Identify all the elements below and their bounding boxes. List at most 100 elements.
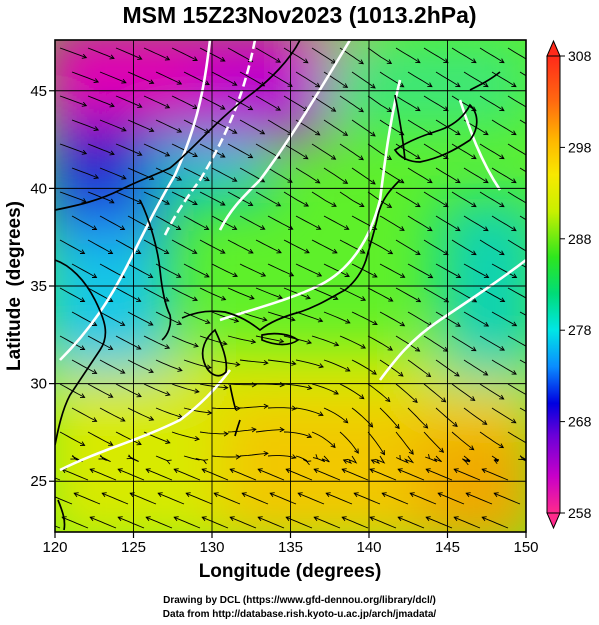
streamline xyxy=(239,405,268,409)
streamline-arrowhead xyxy=(399,82,405,88)
streamline xyxy=(311,431,336,448)
streamline-arrowhead xyxy=(415,106,421,112)
streamline-arrowhead xyxy=(471,297,478,303)
streamline xyxy=(507,287,526,299)
streamline-arrowhead xyxy=(92,273,98,278)
streamline-arrowhead xyxy=(344,225,350,230)
streamline-arrowhead xyxy=(415,202,421,208)
streamline xyxy=(398,516,425,529)
streamline-arrowhead xyxy=(121,174,127,180)
streamline-arrowhead xyxy=(398,371,404,377)
streamline xyxy=(367,95,392,112)
streamline-arrowhead xyxy=(330,106,337,112)
streamline-arrowhead xyxy=(108,393,114,398)
streamline-arrowhead xyxy=(192,104,198,109)
streamline xyxy=(463,167,489,183)
streamline-arrowhead xyxy=(518,455,524,460)
streamline xyxy=(71,407,97,422)
streamline xyxy=(130,492,157,505)
streamline-arrowhead xyxy=(471,202,477,208)
streamline-arrowhead xyxy=(540,274,545,278)
streamline-arrowhead xyxy=(120,321,126,326)
streamline xyxy=(395,191,421,207)
streamline-arrowhead xyxy=(192,200,198,206)
streamline xyxy=(451,383,475,401)
streamline-arrowhead xyxy=(80,441,86,446)
streamline xyxy=(171,47,198,61)
streamline xyxy=(367,335,393,351)
streamline xyxy=(59,239,85,254)
streamline xyxy=(211,455,241,458)
streamline xyxy=(143,143,170,157)
streamline xyxy=(158,492,185,505)
streamline xyxy=(115,239,141,254)
streamline-arrowhead xyxy=(220,200,226,206)
streamline xyxy=(519,263,526,268)
x-axis-label: Longitude (degrees) xyxy=(199,561,382,582)
streamline-arrowhead xyxy=(438,447,445,453)
streamline-arrowhead xyxy=(263,450,269,457)
streamline-arrowhead xyxy=(98,454,104,460)
streamline xyxy=(127,263,153,278)
streamline xyxy=(214,492,241,505)
streamline xyxy=(491,407,517,424)
streamline xyxy=(395,335,420,352)
streamline-arrowhead xyxy=(202,459,209,465)
streamline-arrowhead xyxy=(232,225,238,230)
streamline xyxy=(171,335,199,347)
streamline xyxy=(407,407,428,429)
streamline-arrowhead xyxy=(369,516,375,522)
streamline xyxy=(71,167,99,179)
streamline-arrowhead xyxy=(232,81,238,86)
streamline xyxy=(71,263,97,278)
streamline-arrowhead xyxy=(415,250,421,255)
streamline xyxy=(379,311,405,327)
streamline xyxy=(519,71,526,77)
streamline-arrowhead xyxy=(260,225,266,230)
streamline-arrowhead xyxy=(73,492,79,498)
streamline xyxy=(183,215,209,230)
streamline-arrowhead xyxy=(259,177,266,183)
streamline xyxy=(183,311,210,324)
streamline xyxy=(410,492,437,505)
streamline-arrowhead xyxy=(109,198,115,204)
streamline xyxy=(407,263,433,278)
streamline xyxy=(227,287,255,300)
streamline xyxy=(491,167,517,183)
streamline xyxy=(479,47,505,63)
streamline xyxy=(423,47,449,63)
streamline xyxy=(479,383,504,400)
streamline-arrowhead xyxy=(148,416,155,421)
streamline xyxy=(351,359,377,375)
streamline-arrowhead xyxy=(201,516,207,522)
streamline-arrowhead xyxy=(528,442,533,446)
streamline-arrowhead xyxy=(368,422,374,428)
streamline xyxy=(71,215,97,230)
streamline xyxy=(339,335,366,349)
streamline xyxy=(323,215,349,230)
streamline xyxy=(519,119,526,125)
streamline xyxy=(491,263,517,278)
streamline-arrowhead xyxy=(145,516,151,522)
streamline-arrowhead xyxy=(220,56,226,62)
streamline-arrowhead xyxy=(81,53,88,59)
streamline-arrowhead xyxy=(136,392,142,398)
streamline xyxy=(519,359,526,364)
streamline-arrowhead xyxy=(396,454,401,461)
streamline-arrowhead xyxy=(540,418,545,422)
streamline-arrowhead xyxy=(353,492,359,498)
streamline-arrowhead xyxy=(331,202,337,207)
streamline xyxy=(519,215,526,221)
streamline-arrowhead xyxy=(136,249,142,254)
streamline xyxy=(507,335,526,347)
streamline xyxy=(62,516,89,529)
streamline-arrowhead xyxy=(471,154,477,160)
streamline-arrowhead xyxy=(464,460,471,466)
streamline xyxy=(435,407,458,427)
streamline-arrowhead xyxy=(260,272,267,277)
streamline-arrowhead xyxy=(109,54,115,60)
streamline-arrowhead xyxy=(372,320,378,326)
streamline-arrowhead xyxy=(93,78,100,83)
streamline xyxy=(239,359,268,364)
streamline-arrowhead xyxy=(93,174,100,179)
